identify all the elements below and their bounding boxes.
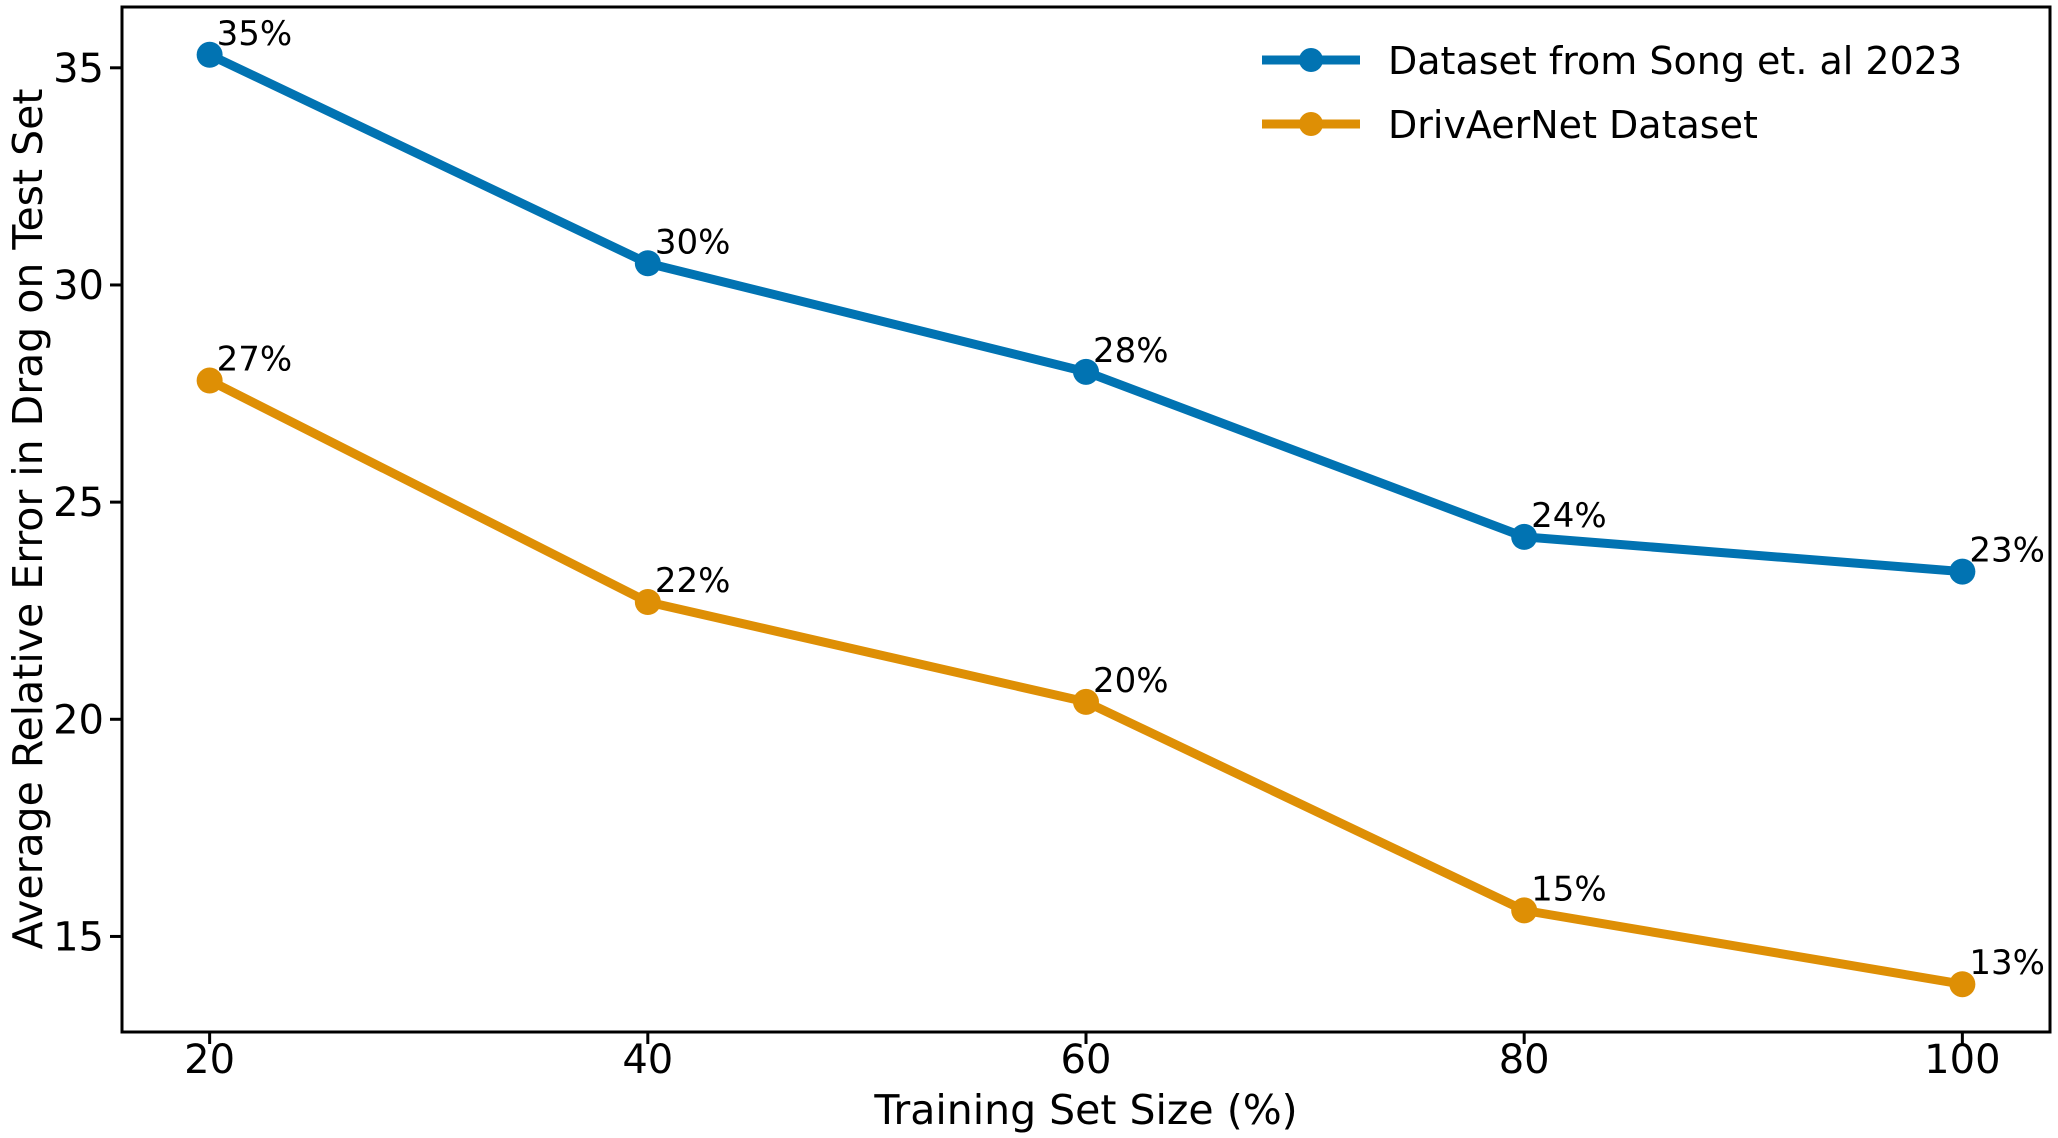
x-tick-label: 80 (1499, 1037, 1550, 1083)
legend-marker-sample (1299, 112, 1323, 136)
data-point-marker (634, 589, 661, 616)
data-point-marker (1949, 971, 1976, 998)
data-point-marker (196, 41, 223, 68)
data-point-label: 22% (655, 561, 731, 601)
y-axis-label: Average Relative Error in Drag on Test S… (4, 89, 52, 950)
y-tick-label: 15 (53, 914, 104, 960)
x-tick-label: 40 (622, 1037, 673, 1083)
data-point-label: 13% (1969, 943, 2045, 983)
y-tick-label: 30 (53, 263, 104, 309)
y-tick-label: 20 (53, 697, 104, 743)
y-tick-label: 25 (53, 480, 104, 526)
data-point-label: 24% (1531, 496, 1607, 536)
legend-marker-sample (1299, 48, 1323, 72)
data-point-marker (196, 367, 223, 394)
x-axis-label: Training Set Size (%) (873, 1086, 1297, 1134)
data-point-marker (1511, 897, 1538, 924)
data-point-marker (1073, 358, 1099, 385)
plot-frame (120, 5, 2052, 1034)
x-tick-label: 60 (1061, 1037, 1112, 1083)
data-point-marker (634, 250, 661, 277)
line-series-1 (205, 376, 1967, 989)
x-tick-label: 100 (1924, 1037, 2000, 1083)
data-point-label: 27% (217, 340, 293, 380)
data-point-label: 30% (655, 222, 731, 262)
legend-entry-label: Dataset from Song et. al 2023 (1388, 39, 1962, 83)
legend-entry-label: DrivAerNet Dataset (1388, 103, 1758, 147)
data-point-label: 35% (217, 14, 293, 54)
data-point-label: 23% (1969, 531, 2045, 571)
data-point-marker (1511, 523, 1538, 550)
data-point-label: 15% (1531, 869, 1607, 909)
data-point-marker (1073, 688, 1099, 715)
y-tick-label: 35 (53, 46, 104, 92)
data-point-marker (1949, 558, 1976, 585)
data-point-label: 20% (1093, 661, 1169, 701)
x-tick-label: 20 (184, 1037, 235, 1083)
data-point-label: 28% (1093, 331, 1169, 371)
